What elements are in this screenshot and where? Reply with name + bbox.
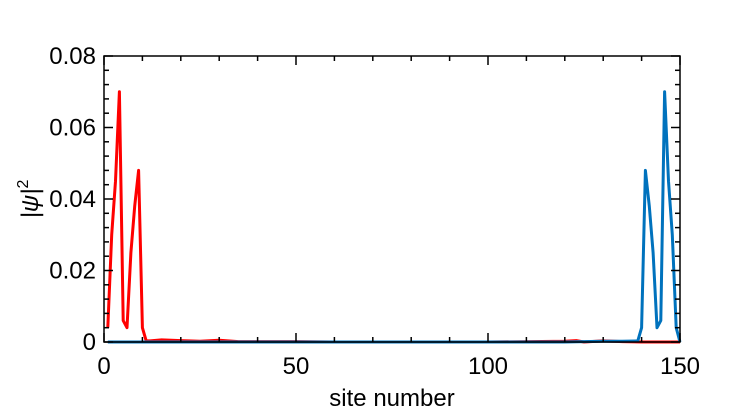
series-line-2: [107, 90, 682, 344]
ticks-layer: [103, 55, 681, 343]
x-axis-label: site number: [329, 385, 454, 412]
series-line-1: [106, 90, 680, 344]
y-tick-label: 0.02: [49, 258, 96, 285]
x-tick-label: 150: [660, 353, 700, 380]
y-tick-label: 0.04: [49, 186, 96, 213]
y-tick-label: 0: [83, 329, 96, 356]
y-tick-label: 0.08: [49, 43, 96, 70]
y-axis-label-text: |ψ|: [17, 188, 44, 218]
x-tick-label: 0: [97, 353, 110, 380]
y-tick-label: 0.06: [49, 115, 96, 142]
y-axis-label: |ψ|2: [15, 179, 44, 218]
series-layer: [106, 90, 682, 344]
y-axis-label-superscript: 2: [15, 179, 32, 188]
tick-labels-layer: 0 50 100 150 0 0.02 0.04 0.06 0.08: [49, 43, 700, 380]
x-tick-label: 100: [468, 353, 508, 380]
x-tick-label: 50: [283, 353, 310, 380]
plot-frame: [103, 55, 681, 343]
